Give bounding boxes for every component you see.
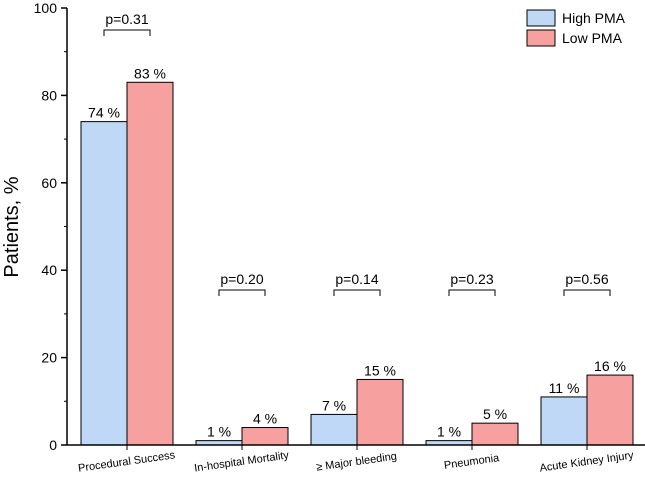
bar-low-pma [471, 422, 519, 446]
data-label: 5 % [483, 406, 507, 422]
p-value-label: p=0.56 [565, 271, 608, 287]
p-value-bracket [563, 289, 611, 296]
data-label: 1 % [207, 424, 231, 440]
y-tick-label: 60 [41, 175, 57, 191]
y-tick-label: 100 [34, 0, 58, 16]
y-tick-label: 80 [41, 87, 57, 103]
y-tick-label: 40 [41, 262, 57, 278]
p-value-label: p=0.20 [220, 271, 263, 287]
legend: High PMA Low PMA [526, 9, 626, 47]
data-label: 4 % [253, 411, 277, 427]
p-value-label: p=0.23 [450, 271, 493, 287]
p-value-annotations: p=0.31 p=0.20 p=0.14 p=0.23 p=0.56 [103, 11, 611, 296]
legend-label: Low PMA [562, 30, 623, 46]
data-label: 83 % [134, 65, 166, 81]
data-label: 1 % [437, 424, 461, 440]
p-value-bracket [103, 29, 151, 36]
x-tick-label: ≥ Major bleeding [316, 450, 398, 473]
bar-low-pma [126, 81, 174, 446]
data-label: 15 % [364, 362, 396, 378]
x-tick-label: In-hospital Mortality [194, 449, 291, 474]
bar-high-pma [540, 396, 588, 446]
data-label: 7 % [322, 397, 346, 413]
bar-low-pma [356, 378, 404, 446]
bar-high-pma [310, 413, 358, 446]
legend-swatch [526, 29, 556, 47]
bar-low-pma [586, 374, 634, 446]
x-tick-label: Acute Kidney Injury [539, 449, 635, 474]
data-label: 11 % [549, 380, 580, 396]
y-axis-label: Patients, % [1, 176, 23, 277]
p-value-bracket [333, 289, 381, 296]
p-value-label: p=0.14 [335, 271, 378, 287]
y-tick-label: 20 [41, 350, 57, 366]
p-value-bracket [218, 289, 266, 296]
y-tick-label: 0 [49, 437, 57, 453]
bars-layer: 74 % 83 % 1 % 4 % 7 % 15 % 1 % 5 % 11 % 16 % [80, 65, 634, 446]
bar-low-pma [241, 427, 289, 446]
legend-swatch [526, 9, 556, 27]
p-value-bracket [448, 289, 496, 296]
x-tick-label: Procedural Success [77, 449, 176, 475]
legend-label: High PMA [562, 10, 626, 26]
bar-high-pma [80, 121, 128, 446]
p-value-label: p=0.31 [105, 11, 148, 27]
data-label: 16 % [594, 358, 626, 374]
data-label: 74 % [88, 105, 120, 121]
x-tick-label: Pneumonia [443, 452, 501, 472]
